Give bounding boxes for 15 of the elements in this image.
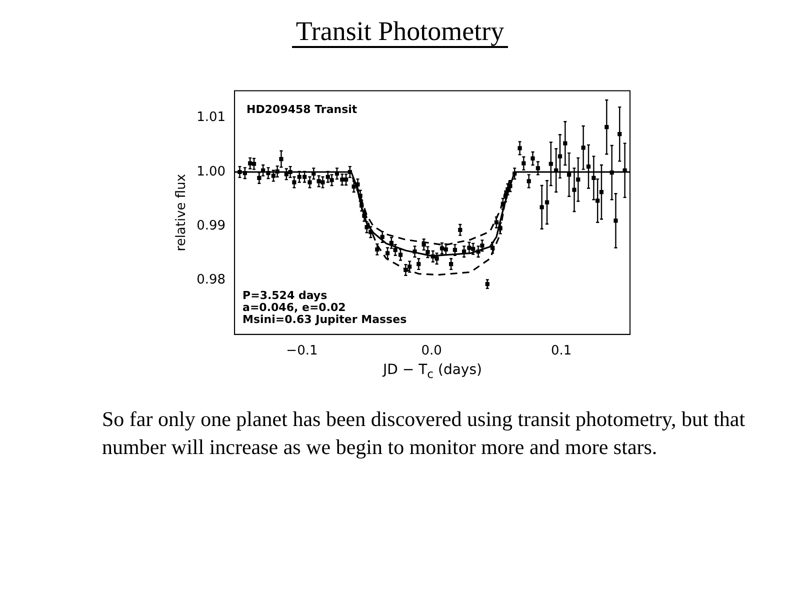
annotation: Msini=0.63 Jupiter Masses <box>242 312 408 326</box>
chart-title: Transit Photometry <box>292 16 508 48</box>
y-axis-title: relative flux <box>174 174 190 252</box>
y-tick-label: 0.99 <box>196 218 226 234</box>
text: So far only one planet has been discovered using transit photometry, but that number will increase as we begin to monitor more and more stars. <box>102 406 746 461</box>
y-tick-label: 1.01 <box>196 110 226 126</box>
annotation: P=3.524 days <box>242 288 328 302</box>
x-tick-label: −0.1 <box>286 344 318 359</box>
annotation: HD209458 Transit <box>246 103 358 116</box>
y-tick-label: 0.98 <box>196 272 226 288</box>
x-axis-title: JD − T$_{c}$ (days) <box>381 362 483 381</box>
y-tick-label: 1.00 <box>196 164 226 180</box>
annotation: a=0.046, e=0.02 <box>242 300 346 314</box>
x-tick-label: 0.0 <box>421 344 442 359</box>
x-tick-label: 0.1 <box>550 344 572 359</box>
